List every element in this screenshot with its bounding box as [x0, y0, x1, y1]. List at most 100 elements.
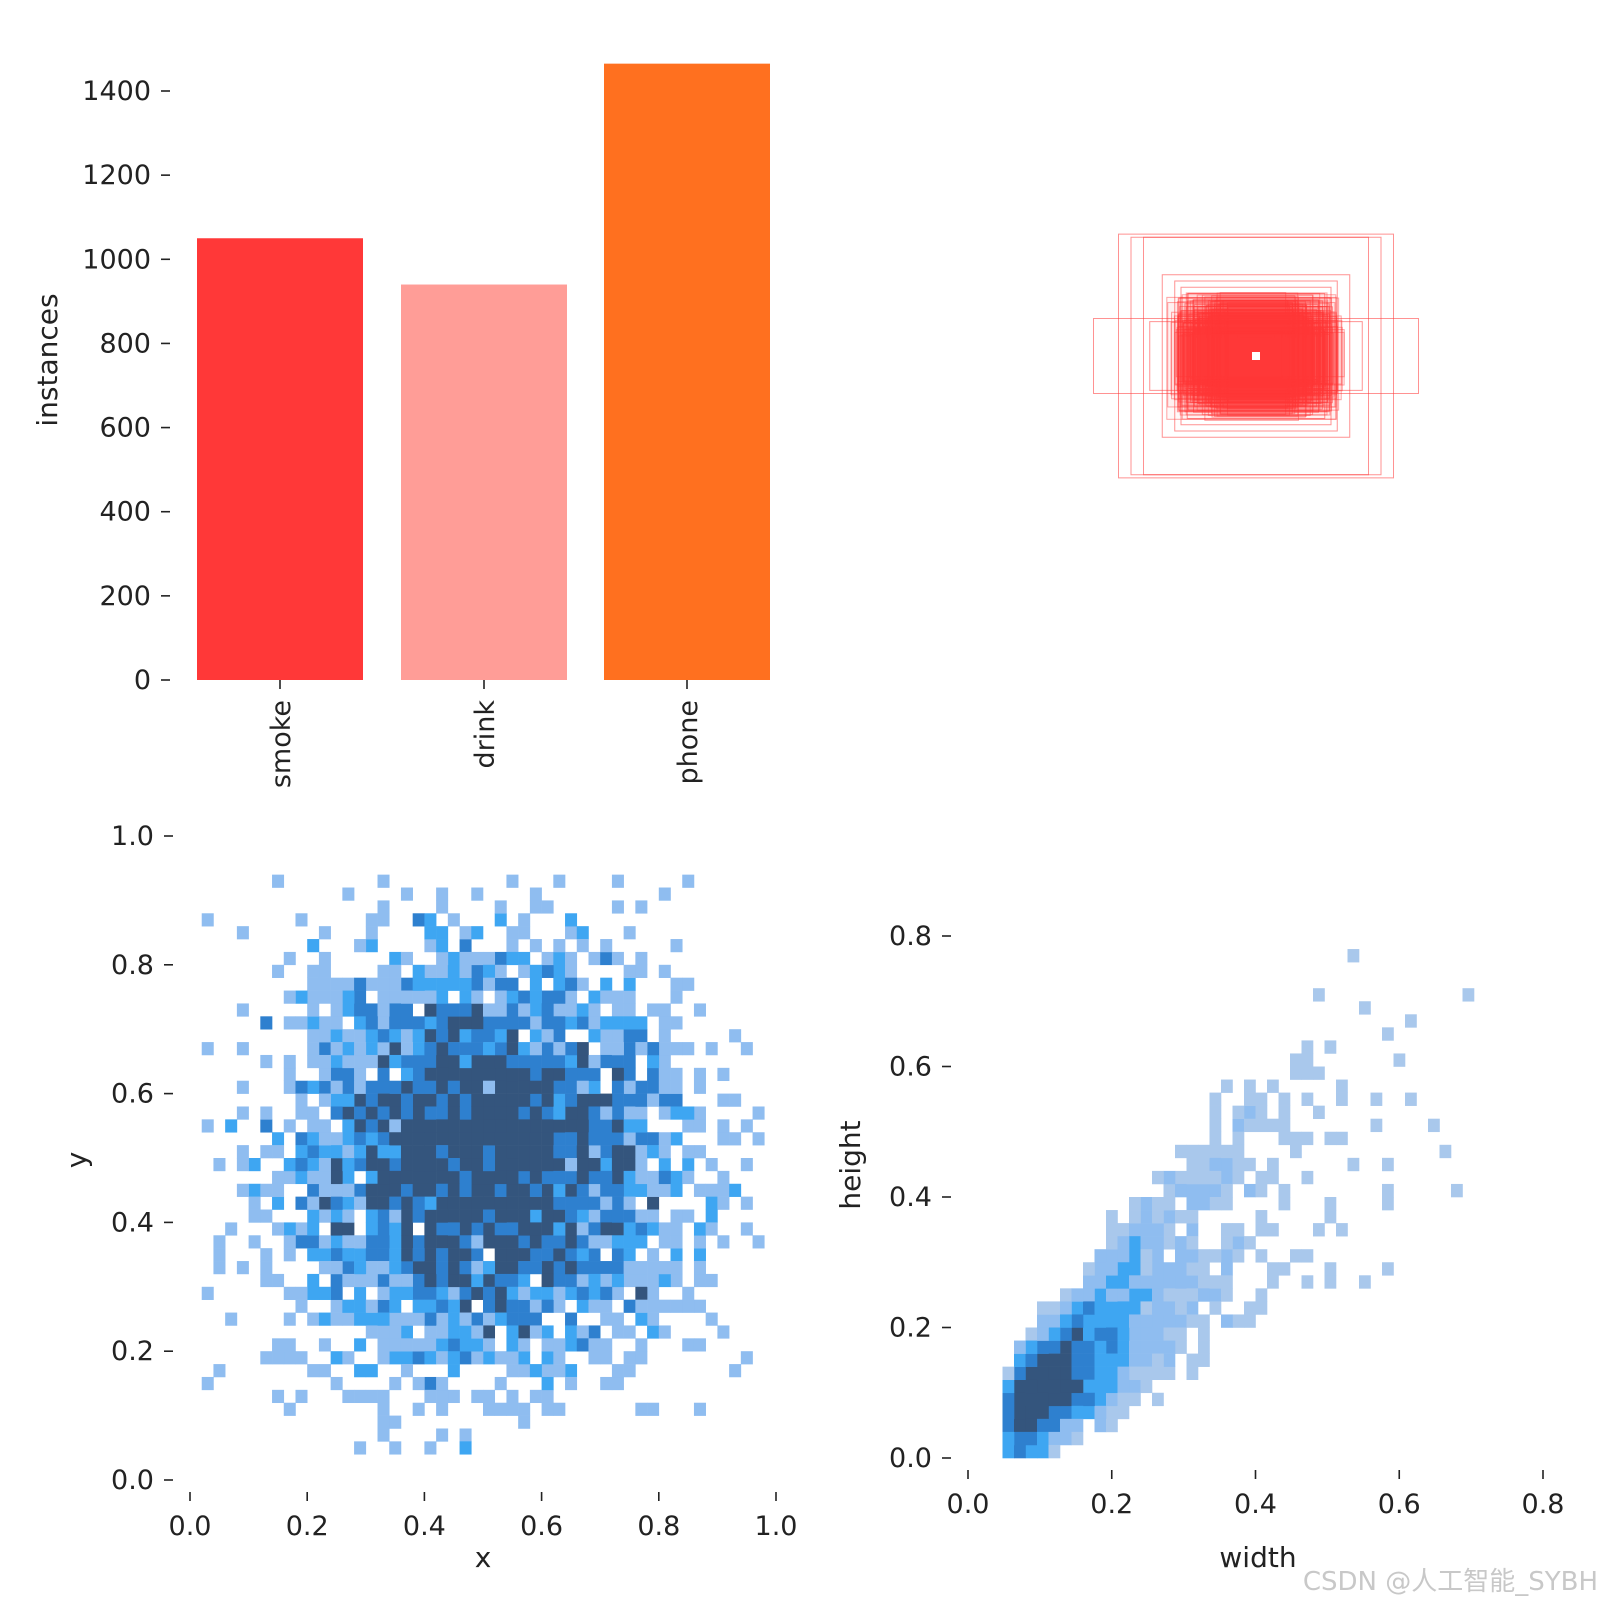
- xy-heatmap-cell: [459, 1248, 472, 1262]
- xy-heatmap-cell: [471, 1132, 484, 1146]
- xy-heatmap-cell: [693, 1067, 706, 1082]
- bounding-box: [1213, 330, 1299, 388]
- wh-heatmap-cell: [1232, 1157, 1245, 1172]
- xy-heatmap-cell: [330, 1183, 343, 1197]
- wh-heatmap-cell: [1094, 1379, 1107, 1394]
- xy-heatmap-cell: [365, 913, 378, 927]
- xy-heatmap-cell: [295, 1016, 308, 1030]
- xy-heatmap-cell: [576, 1145, 589, 1159]
- wh-heatmap-cell: [1071, 1314, 1084, 1328]
- wh-heatmap-cell: [1290, 1144, 1302, 1159]
- wh-heatmap-cell: [1083, 1301, 1095, 1315]
- xy-heatmap-cell: [506, 1389, 519, 1404]
- wh-heatmap-cell: [1267, 1275, 1279, 1289]
- xy-heatmap-cell: [717, 1093, 730, 1107]
- xy-heatmap-cell: [342, 1145, 355, 1159]
- bounding-box: [1210, 309, 1294, 408]
- xy-heatmap-cell: [600, 1016, 613, 1030]
- xy-heatmap-cell: [506, 1119, 519, 1133]
- xy-heatmap-cell: [483, 1235, 496, 1249]
- xy-heatmap-cell: [670, 1273, 683, 1288]
- xy-heatmap-cell: [412, 1273, 425, 1288]
- xy-heatmap-cell: [518, 1196, 531, 1210]
- wh-heatmap-cell: [1232, 1105, 1245, 1119]
- xy-heatmap-cell: [494, 1003, 507, 1017]
- xy-heatmap-cell: [635, 1235, 648, 1249]
- wh-heatmap-cell: [1186, 1210, 1199, 1224]
- xy-heatmap-cell: [623, 1170, 636, 1185]
- bounding-box: [1193, 304, 1319, 401]
- wh-heatmap-cell: [1370, 1118, 1383, 1133]
- xy-heatmap-cell: [307, 1132, 320, 1146]
- xy-heatmap-cell: [342, 1029, 355, 1043]
- wh-heatmap-cell: [1175, 1262, 1187, 1276]
- xy-heatmap-cell: [494, 1312, 507, 1326]
- xy-heatmap-cell: [307, 1003, 320, 1017]
- xy-heatmap-cell: [705, 1158, 718, 1172]
- xy-heatmap-cell: [670, 1248, 683, 1262]
- xy-heatmap-cell: [436, 1132, 449, 1146]
- xy-heatmap-cell: [389, 1441, 402, 1455]
- bounding-box: [1225, 312, 1294, 392]
- xy-heatmap-cell: [354, 1183, 367, 1197]
- xy-heatmap-cell: [647, 1093, 660, 1107]
- xy-heatmap-cell: [318, 1209, 331, 1223]
- xy-heatmap-cell: [400, 1080, 413, 1094]
- xy-heatmap-cell: [506, 1325, 519, 1339]
- xy-heatmap-cell: [377, 1183, 390, 1197]
- wh-heatmap-cell: [1186, 1197, 1199, 1211]
- xy-heatmap-cell: [483, 1106, 496, 1120]
- wh-heatmap-cell: [1209, 1105, 1222, 1119]
- wh-heatmap-cell: [1014, 1418, 1026, 1433]
- xy-heatmap-cell: [342, 1299, 355, 1313]
- wh-heatmap-cell: [1198, 1144, 1210, 1159]
- xy-heatmap-cell: [272, 1273, 285, 1288]
- xy-heatmap-cell: [471, 1042, 484, 1056]
- bounding-box: [1176, 326, 1343, 392]
- xy-heatmap-cell: [588, 1080, 601, 1094]
- xy-heatmap-cell: [541, 1093, 554, 1107]
- xy-heatmap-cell: [565, 1106, 578, 1120]
- wh-heatmap-cell: [1163, 1314, 1176, 1328]
- bounding-box: [1207, 303, 1307, 403]
- wh-heatmap-cell: [1301, 1066, 1314, 1080]
- xy-heatmap-cell: [588, 1196, 601, 1210]
- xy-heatmap-cell: [447, 1299, 460, 1313]
- wh-heatmap-cell: [1152, 1366, 1164, 1380]
- xy-heatmap-cell: [330, 1312, 343, 1326]
- wh-heatmap-cell: [1106, 1353, 1118, 1367]
- wh-heatmap-cell: [1083, 1353, 1095, 1367]
- xy-heatmap-cell: [740, 1158, 753, 1172]
- wh-y-label: height: [834, 1120, 867, 1209]
- xy-heatmap-cell: [424, 1222, 437, 1236]
- wh-heatmap-cell: [1324, 1197, 1337, 1211]
- xy-heatmap-cell: [588, 1145, 601, 1159]
- xy-heatmap-cell: [471, 964, 484, 978]
- xy-heatmap-cell: [330, 1067, 343, 1082]
- xy-heatmap-cell: [693, 1248, 706, 1262]
- xy-heatmap-cell: [576, 1209, 589, 1223]
- xy-heatmap-cell: [295, 990, 308, 1004]
- xy-heatmap-cell: [483, 1003, 496, 1017]
- xy-heatmap-cell: [518, 1003, 531, 1017]
- bounding-box: [1224, 309, 1294, 402]
- wh-heatmap-cell: [1382, 1157, 1394, 1172]
- wh-heatmap-cell: [1163, 1236, 1176, 1250]
- xy-heatmap-cell: [295, 1351, 308, 1365]
- xy-heatmap-cell: [377, 1389, 390, 1404]
- xy-heatmap-cell: [565, 951, 578, 966]
- xy-heatmap-cell: [424, 1441, 437, 1455]
- xy-heatmap-cell: [318, 1338, 331, 1352]
- xy-heatmap-cell: [494, 1248, 507, 1262]
- xy-heatmap-cell: [400, 1093, 413, 1107]
- xy-heatmap-cell: [389, 1042, 402, 1056]
- xy-heatmap-cell: [436, 1222, 449, 1236]
- xy-heatmap-cell: [342, 1158, 355, 1172]
- xy-heatmap-cell: [611, 1132, 624, 1146]
- wh-heatmap-cell: [1037, 1431, 1049, 1446]
- xy-heatmap-cell: [553, 1093, 566, 1107]
- xy-heatmap-cell: [553, 1080, 566, 1094]
- bounding-box: [1183, 322, 1328, 385]
- xy-heatmap-cell: [318, 977, 331, 991]
- xy-heatmap-cell: [248, 1158, 261, 1172]
